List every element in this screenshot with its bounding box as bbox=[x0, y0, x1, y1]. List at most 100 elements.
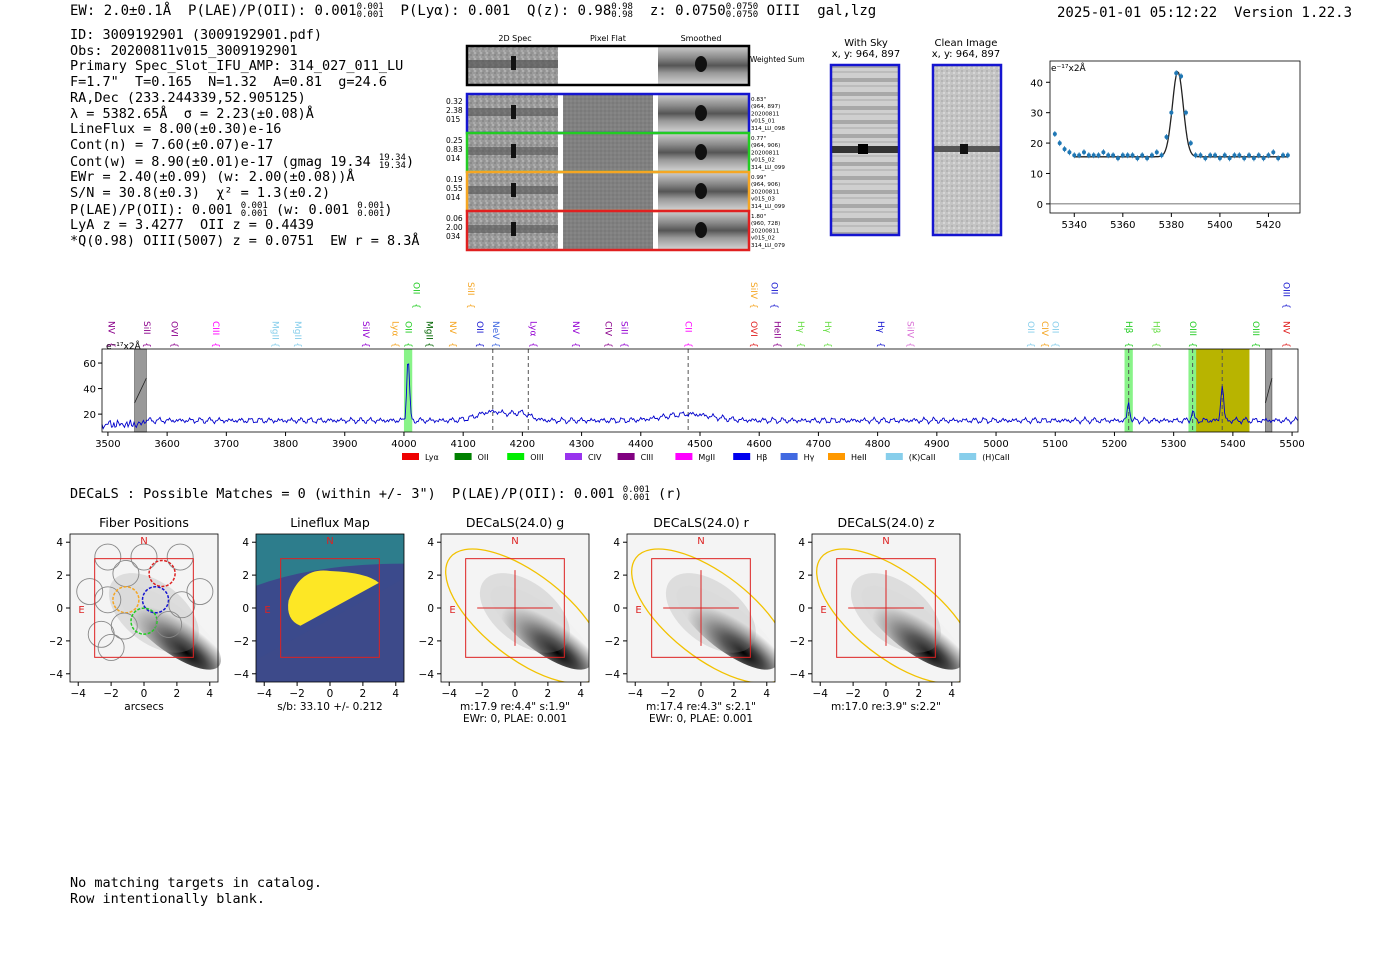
spectrum-xtick-label: 4000 bbox=[391, 439, 416, 450]
zoom-data-point bbox=[1242, 156, 1247, 161]
legend-label: (H)CaII bbox=[982, 453, 1009, 462]
panel-xtick-label: −2 bbox=[845, 688, 860, 700]
panel-ytick-label: −2 bbox=[790, 636, 805, 648]
cutout-left-label: 0.32 bbox=[446, 97, 463, 106]
line-label-brace: { bbox=[1039, 342, 1049, 348]
line-label-text: NV bbox=[570, 321, 580, 335]
line-label-text: OIII bbox=[1187, 321, 1197, 336]
spectrum-xtick-label: 5500 bbox=[1279, 439, 1304, 450]
masked-band-hatch bbox=[134, 377, 147, 404]
plae-upper: 0.001 bbox=[356, 2, 384, 12]
zoom-data-point bbox=[1217, 156, 1222, 161]
line-label-text: OVI bbox=[748, 321, 758, 337]
line-label-brace: { bbox=[875, 342, 885, 348]
panel-ytick-label: −4 bbox=[605, 669, 621, 681]
spectrum-xtick-label: 4100 bbox=[450, 439, 475, 450]
aperture-box bbox=[651, 558, 751, 658]
line-label-text: Hβ bbox=[1123, 321, 1133, 334]
line-label-brace: { bbox=[1250, 342, 1260, 348]
galaxy-image bbox=[490, 585, 593, 670]
emission-line-label: OII { bbox=[403, 321, 413, 348]
panel-xtick-label: 4 bbox=[577, 688, 584, 700]
galaxy-image bbox=[861, 585, 964, 670]
line-label-brace: { bbox=[410, 303, 420, 309]
north-label: N bbox=[511, 536, 518, 547]
line-label-text: OIII bbox=[1281, 282, 1291, 297]
emission-line-label: OIII { bbox=[1281, 282, 1291, 309]
zoom-xtick-label: 5340 bbox=[1062, 220, 1087, 231]
spectrum-xtick-label: 4900 bbox=[924, 439, 949, 450]
clip-right bbox=[960, 532, 980, 684]
full-spectrum-plot: e⁻¹⁷x2Å 20 40 60 3500 3600 3700 3800 3900 4000 410… bbox=[83, 282, 1305, 462]
z-header: z: 0.0750 bbox=[649, 3, 726, 19]
legend-item: Hγ bbox=[780, 453, 815, 462]
panel-ytick-label: 0 bbox=[56, 603, 63, 615]
spectrum-ytick-label: 60 bbox=[83, 359, 96, 370]
line-label-brace: { bbox=[360, 342, 370, 348]
emission-line-label: OII { bbox=[1025, 321, 1035, 348]
legend-swatch bbox=[733, 453, 751, 460]
line-label-text: SiII bbox=[465, 282, 475, 296]
lineflux-halo bbox=[256, 534, 404, 586]
emission-line-label: OVI { bbox=[748, 321, 758, 348]
line-label-brace: { bbox=[292, 342, 302, 348]
zoom-data-point bbox=[1120, 153, 1125, 158]
legend-item: (H)CaII bbox=[959, 453, 1010, 462]
qz-header: Q(z): 0.98 bbox=[526, 3, 612, 19]
galaxy-halo bbox=[479, 573, 570, 653]
zoom-data-point bbox=[1072, 153, 1077, 158]
legend-swatch bbox=[507, 453, 525, 460]
line-label-text: CIV bbox=[603, 321, 613, 337]
legend-swatch bbox=[675, 453, 693, 460]
info-obs: Obs: 20200811v015_3009192901 bbox=[70, 42, 298, 59]
panel-xtick-label: 2 bbox=[174, 688, 181, 700]
spectrum-xtick-label: 3600 bbox=[154, 439, 179, 450]
emission-line-label: SiII { bbox=[141, 321, 151, 348]
decals-summary-text: DECaLS : Possible Matches = 0 (within +/… bbox=[70, 486, 615, 502]
line-label-brace: { bbox=[465, 303, 475, 309]
panel-ytick-label: −2 bbox=[234, 636, 249, 648]
line-label-brace: { bbox=[403, 342, 413, 348]
weighted-sum-label: Weighted Sum bbox=[750, 55, 805, 64]
line-label-text: SiII bbox=[619, 321, 629, 335]
spectrum-xtick-label: 4500 bbox=[687, 439, 712, 450]
legend-item: CIV bbox=[565, 453, 602, 462]
panel-ytick-label: 2 bbox=[427, 570, 434, 582]
line-label-text: OII bbox=[474, 321, 484, 333]
emission-line-label: OII { bbox=[410, 282, 420, 309]
spectrum-xtick-label: 3500 bbox=[95, 439, 120, 450]
zoom-data-point bbox=[1154, 150, 1159, 155]
east-label: E bbox=[264, 605, 270, 616]
imaging-panel: DECaLS(24.0) rDECaLS(24.0) rNE−4−4−2−200… bbox=[597, 510, 805, 725]
emission-line-label: Lyα { bbox=[390, 321, 400, 348]
fiber-circle bbox=[148, 559, 176, 588]
line-label-brace: { bbox=[1025, 342, 1035, 348]
zoom-data-point bbox=[1271, 150, 1276, 155]
cutout-flat bbox=[563, 173, 653, 210]
legend-label: HeII bbox=[851, 453, 867, 462]
spectrum-xtick-label: 4400 bbox=[628, 439, 653, 450]
spectrum-xtick-label: 3800 bbox=[273, 439, 298, 450]
zoom-data-point bbox=[1285, 153, 1290, 158]
line-label-brace: { bbox=[423, 342, 433, 348]
cutout-right-label: v015_02 bbox=[751, 236, 775, 242]
cutout-peak bbox=[511, 144, 516, 158]
gmag-upper: 19.34 bbox=[378, 152, 406, 163]
cutout-flat bbox=[563, 95, 653, 132]
cutout-right-label: (964, 906) bbox=[751, 143, 780, 149]
info-plae: P(LAE)/P(OII): 0.001 0.001 0.001 (w: 0.00… bbox=[70, 200, 393, 219]
emission-line-label: SiII { bbox=[619, 321, 629, 348]
emission-line-label: OII { bbox=[1050, 321, 1060, 348]
zoom-data-point bbox=[1057, 141, 1062, 146]
zoom-data-point bbox=[1208, 153, 1213, 158]
line-label-brace: { bbox=[1187, 342, 1197, 348]
line-label-text: OII bbox=[769, 282, 779, 294]
cutout-left-label: 0.06 bbox=[446, 214, 463, 223]
line-label-text: OII bbox=[403, 321, 413, 333]
cutout-left-label: 014 bbox=[446, 154, 461, 163]
panel-xtick-label: −4 bbox=[256, 688, 272, 700]
line-label-text: NeV bbox=[490, 321, 500, 340]
cutout-left-label: 2.00 bbox=[446, 223, 463, 232]
panel-xtick-label: −2 bbox=[289, 688, 304, 700]
